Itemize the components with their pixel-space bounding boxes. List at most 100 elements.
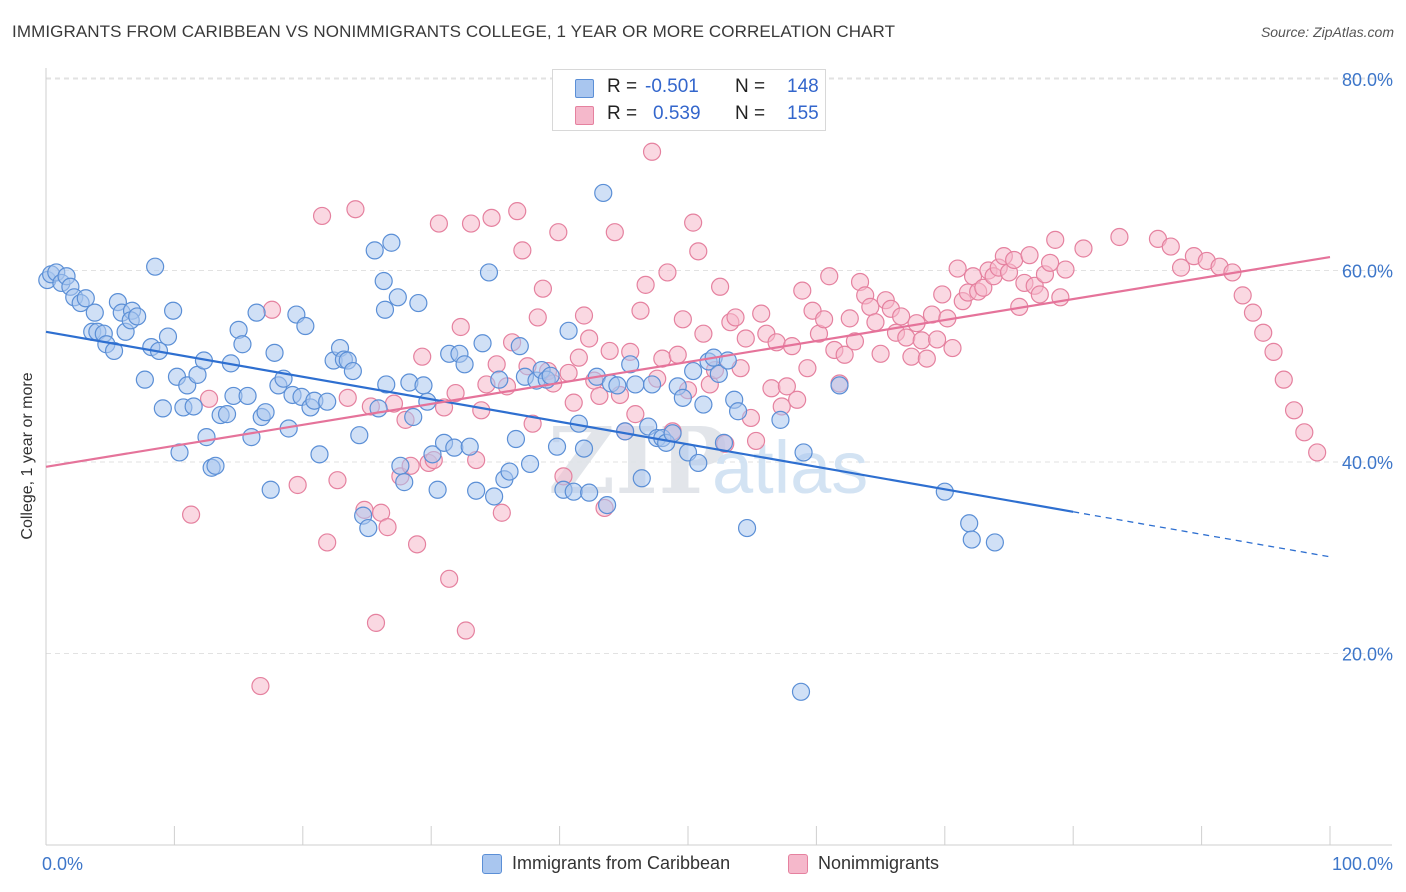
point-nonimmigrants xyxy=(366,613,386,632)
point-caribbean xyxy=(76,289,95,308)
point-nonimmigrants xyxy=(1295,423,1314,442)
r-label: R = xyxy=(607,76,638,97)
point-nonimmigrants xyxy=(1030,285,1049,304)
point-nonimmigrants xyxy=(694,324,713,343)
point-nonimmigrants xyxy=(482,208,501,227)
point-nonimmigrants xyxy=(1264,342,1283,361)
point-caribbean xyxy=(197,428,216,447)
point-caribbean xyxy=(375,300,395,319)
point-caribbean xyxy=(485,487,504,506)
point-nonimmigrants xyxy=(892,307,911,326)
point-nonimmigrants xyxy=(451,317,470,337)
point-caribbean xyxy=(261,480,280,499)
point-nonimmigrants xyxy=(835,345,854,364)
point-nonimmigrants xyxy=(815,310,834,329)
blue-swatch xyxy=(575,79,594,98)
correlation-legend: R = -0.501 N = 148 R = 0.539 N = 155 xyxy=(552,69,826,131)
point-nonimmigrants xyxy=(793,281,812,300)
point-nonimmigrants xyxy=(181,505,201,524)
point-caribbean xyxy=(256,403,275,422)
point-nonimmigrants xyxy=(262,300,282,319)
point-caribbean xyxy=(541,366,560,385)
point-nonimmigrants xyxy=(346,200,365,219)
point-nonimmigrants xyxy=(902,347,921,366)
point-nonimmigrants xyxy=(1074,239,1093,258)
point-caribbean xyxy=(104,341,124,361)
point-caribbean xyxy=(960,514,979,533)
point-caribbean xyxy=(217,405,237,424)
point-caribbean xyxy=(382,233,401,252)
point-caribbean xyxy=(594,183,613,203)
point-caribbean xyxy=(962,530,981,549)
point-nonimmigrants xyxy=(1254,323,1273,342)
point-caribbean xyxy=(771,410,790,429)
point-caribbean xyxy=(184,397,203,416)
point-caribbean xyxy=(414,376,433,395)
chart-title: IMMIGRANTS FROM CARIBBEAN VS NONIMMIGRAN… xyxy=(12,22,896,41)
point-nonimmigrants xyxy=(574,306,594,325)
series-immigrants-from-caribbean xyxy=(38,183,1004,701)
point-caribbean xyxy=(135,370,154,389)
point-nonimmigrants xyxy=(549,223,568,242)
point-caribbean xyxy=(343,361,362,381)
point-caribbean xyxy=(85,303,104,322)
trend-line-nonimmigrants xyxy=(45,256,1331,468)
point-caribbean xyxy=(490,370,509,389)
point-caribbean xyxy=(388,288,407,307)
point-caribbean xyxy=(418,392,437,411)
point-caribbean xyxy=(689,453,708,473)
point-nonimmigrants xyxy=(559,363,578,383)
point-nonimmigrants xyxy=(746,431,766,451)
point-caribbean xyxy=(684,361,703,381)
point-nonimmigrants xyxy=(1274,370,1293,389)
point-caribbean xyxy=(626,375,645,394)
point-nonimmigrants xyxy=(762,379,781,398)
trend-lines xyxy=(45,256,1331,558)
point-caribbean xyxy=(642,375,662,394)
point-nonimmigrants xyxy=(580,329,599,348)
tick-labels: 20.0% 40.0% 60.0% 80.0% 0.0% 100.0% xyxy=(42,70,1393,874)
point-caribbean xyxy=(265,343,284,362)
point-caribbean xyxy=(310,445,329,464)
point-nonimmigrants xyxy=(673,310,692,329)
point-caribbean xyxy=(296,316,315,336)
legend-label: Immigrants from Caribbean xyxy=(512,853,731,873)
blue-swatch xyxy=(482,854,502,874)
point-nonimmigrants xyxy=(642,142,662,161)
point-nonimmigrants xyxy=(1040,253,1060,272)
point-nonimmigrants xyxy=(1051,288,1070,307)
point-nonimmigrants xyxy=(338,388,357,407)
point-caribbean xyxy=(632,469,651,488)
point-nonimmigrants xyxy=(1161,237,1180,256)
point-nonimmigrants xyxy=(736,329,755,348)
point-caribbean xyxy=(608,376,627,395)
point-caribbean xyxy=(318,392,337,411)
point-caribbean xyxy=(564,482,583,501)
point-nonimmigrants xyxy=(487,355,506,374)
point-nonimmigrants xyxy=(1020,246,1039,265)
point-nonimmigrants xyxy=(472,401,491,420)
n-value: 148 xyxy=(787,76,819,97)
point-nonimmigrants xyxy=(413,347,432,366)
point-caribbean xyxy=(409,293,428,313)
point-caribbean xyxy=(206,456,225,475)
n-label: N = xyxy=(735,76,766,97)
point-nonimmigrants xyxy=(1056,260,1075,279)
point-nonimmigrants xyxy=(840,309,859,328)
r-label: R = xyxy=(607,103,638,124)
point-nonimmigrants xyxy=(199,389,219,408)
point-nonimmigrants xyxy=(461,214,481,233)
x-tick-label: 100.0% xyxy=(1332,854,1393,874)
point-caribbean xyxy=(146,257,165,276)
point-nonimmigrants xyxy=(564,393,583,412)
point-nonimmigrants xyxy=(523,414,542,433)
point-caribbean xyxy=(467,481,486,500)
point-nonimmigrants xyxy=(312,206,332,226)
point-nonimmigrants xyxy=(917,349,936,368)
point-caribbean xyxy=(158,327,178,346)
legend-label: Nonimmigrants xyxy=(818,853,940,873)
trend-line-caribbean xyxy=(45,330,1074,513)
point-nonimmigrants xyxy=(1243,303,1263,322)
point-nonimmigrants xyxy=(927,330,947,349)
point-nonimmigrants xyxy=(710,277,730,296)
